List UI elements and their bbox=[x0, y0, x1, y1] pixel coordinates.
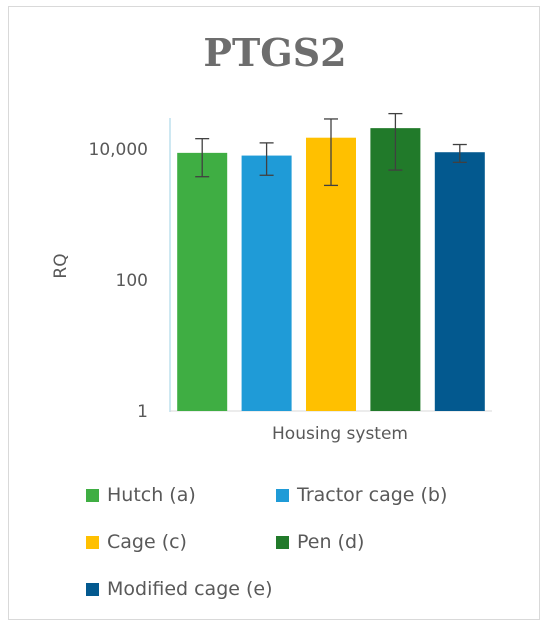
legend-swatch bbox=[276, 488, 289, 502]
legend-swatch bbox=[86, 535, 99, 549]
legend-label: Hutch (a) bbox=[107, 484, 196, 506]
legend-swatch bbox=[276, 535, 289, 549]
legend-item: Tractor cage (b) bbox=[276, 484, 447, 506]
chart-title: PTGS2 bbox=[203, 30, 347, 75]
legend-label: Cage (c) bbox=[107, 531, 187, 553]
legend-swatch bbox=[86, 582, 99, 596]
error-bar-3 bbox=[388, 112, 403, 171]
legend-swatch bbox=[86, 488, 99, 502]
legend-label: Tractor cage (b) bbox=[297, 484, 448, 506]
legend-label: Pen (d) bbox=[297, 531, 365, 553]
y-tick-label: 1 bbox=[137, 402, 148, 422]
error-bar-1 bbox=[259, 142, 274, 176]
bar-0 bbox=[177, 152, 228, 411]
error-bar-4 bbox=[452, 143, 467, 164]
legend-label: Modified cage (e) bbox=[107, 578, 273, 600]
legend-item: Modified cage (e) bbox=[86, 578, 273, 600]
legend-item: Hutch (a) bbox=[86, 484, 196, 506]
y-tick-label: 10,000 bbox=[89, 140, 148, 160]
bar-3 bbox=[370, 128, 421, 411]
x-axis-label: Housing system bbox=[272, 424, 408, 444]
bar-1 bbox=[241, 155, 292, 411]
bar-4 bbox=[434, 152, 485, 412]
legend-item: Cage (c) bbox=[86, 531, 187, 553]
y-tick-label: 100 bbox=[116, 271, 148, 291]
y-axis-label: RQ bbox=[51, 253, 71, 278]
legend-item: Pen (d) bbox=[276, 531, 364, 553]
error-bar-2 bbox=[324, 118, 338, 187]
error-bar-0 bbox=[195, 138, 210, 178]
